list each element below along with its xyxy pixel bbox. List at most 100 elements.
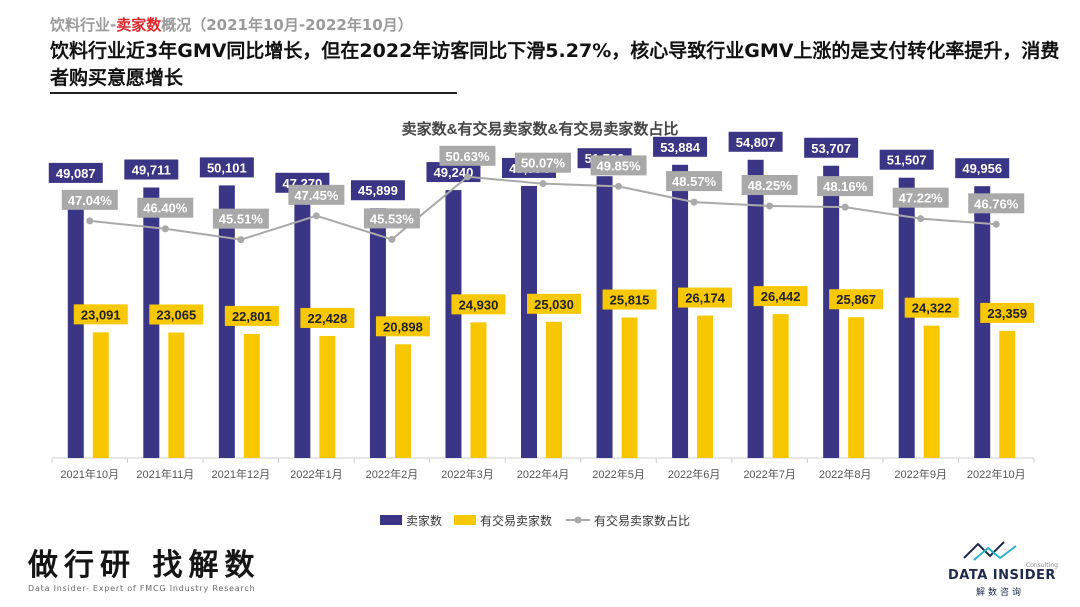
ratio-value-label-bg bbox=[212, 208, 269, 229]
trading-seller-bar bbox=[546, 321, 562, 458]
trading-value-label: 20,898 bbox=[383, 319, 423, 334]
ratio-point bbox=[539, 180, 547, 188]
trading-value-label-bg bbox=[602, 289, 657, 310]
ratio-value-label: 47.45% bbox=[294, 188, 339, 203]
ratio-value-label-bg bbox=[61, 189, 118, 210]
trading-value-label: 24,322 bbox=[912, 301, 952, 316]
legend-ratio-label: 有交易卖家数占比 bbox=[594, 513, 690, 528]
seller-bar bbox=[294, 200, 311, 458]
ratio-value-label: 47.22% bbox=[899, 191, 944, 206]
trading-value-label-bg bbox=[753, 286, 808, 307]
subtitle-accent: 卖家数 bbox=[116, 16, 162, 34]
x-tick-label: 2021年11月 bbox=[136, 467, 194, 481]
ratio-value-label-bg bbox=[363, 208, 420, 229]
trading-value-label: 22,801 bbox=[232, 309, 272, 324]
trading-value-label-bg bbox=[224, 305, 279, 326]
seller-value-label: 45,899 bbox=[358, 183, 398, 198]
ratio-value-label-bg bbox=[666, 171, 723, 192]
ratio-value-label: 48.57% bbox=[672, 174, 717, 189]
ratio-value-label: 48.25% bbox=[748, 178, 793, 193]
seller-value-label: 49,087 bbox=[56, 166, 96, 181]
seller-value-label-bg bbox=[728, 131, 783, 152]
ratio-value-label-bg bbox=[439, 145, 496, 166]
seller-value-label: 53,707 bbox=[811, 141, 851, 156]
seller-value-label-bg bbox=[653, 136, 708, 157]
footer-tagline: Data Insider- Expert of FMCG Industry Re… bbox=[28, 584, 256, 593]
x-tick-label: 2021年10月 bbox=[60, 467, 119, 481]
ratio-point bbox=[917, 215, 925, 223]
ratio-value-label: 45.51% bbox=[219, 212, 264, 227]
seller-value-label-bg bbox=[199, 157, 254, 178]
trading-value-label: 25,815 bbox=[610, 293, 650, 308]
trading-value-label-bg bbox=[904, 297, 959, 318]
legend-seller-swatch bbox=[380, 515, 402, 525]
x-tick-label: 2022年3月 bbox=[441, 467, 494, 481]
seller-value-label: 49,240 bbox=[434, 165, 474, 180]
seller-bar bbox=[67, 190, 84, 458]
subtitle-suffix: 概况（2021年10月-2022年10月） bbox=[161, 16, 413, 34]
seller-value-label-bg bbox=[804, 137, 859, 158]
legend-trading-swatch bbox=[454, 515, 476, 525]
legend-seller-label: 卖家数 bbox=[406, 513, 442, 528]
ratio-value-label: 46.76% bbox=[974, 196, 1019, 211]
seller-bar bbox=[596, 176, 613, 458]
seller-value-label-bg bbox=[124, 159, 179, 180]
legend-trading-label: 有交易卖家数 bbox=[480, 513, 552, 528]
seller-value-label: 49,956 bbox=[962, 161, 1002, 176]
seller-bar bbox=[445, 190, 462, 459]
trading-value-label-bg bbox=[375, 316, 430, 337]
trading-value-label-bg bbox=[149, 304, 204, 325]
ratio-value-label-bg bbox=[968, 193, 1025, 214]
x-tick-label: 2022年10月 bbox=[967, 467, 1026, 481]
seller-bar bbox=[672, 164, 689, 458]
x-tick-label: 2022年9月 bbox=[894, 467, 947, 481]
ratio-point bbox=[992, 220, 1000, 228]
ratio-point bbox=[766, 202, 774, 210]
ratio-value-label: 48.16% bbox=[823, 179, 868, 194]
trading-seller-bar bbox=[92, 332, 109, 458]
x-tick-label: 2022年1月 bbox=[290, 467, 343, 481]
logo-name: DATA INSIDER bbox=[948, 568, 1056, 583]
seller-value-label: 53,884 bbox=[660, 140, 701, 155]
ratio-value-label-bg bbox=[741, 175, 798, 196]
seller-value-label-bg bbox=[879, 149, 934, 170]
trading-value-label-bg bbox=[829, 289, 884, 310]
headline-underline bbox=[50, 92, 457, 94]
seller-bar bbox=[747, 159, 764, 458]
trading-value-label: 24,930 bbox=[459, 297, 499, 312]
trading-value-label: 25,030 bbox=[534, 297, 574, 312]
seller-value-label: 54,807 bbox=[736, 135, 776, 150]
trading-value-label: 26,174 bbox=[685, 291, 726, 306]
x-tick-label: 2022年2月 bbox=[366, 467, 419, 481]
ratio-point bbox=[463, 173, 471, 181]
trading-seller-bar bbox=[621, 317, 638, 458]
ratio-value-label-bg bbox=[817, 176, 874, 197]
ratio-point bbox=[690, 198, 698, 206]
ratio-value-label-bg bbox=[288, 184, 345, 205]
ratio-value-label-bg bbox=[590, 155, 647, 176]
ratio-value-label: 49.85% bbox=[596, 158, 641, 173]
trading-value-label-bg bbox=[73, 304, 128, 325]
x-tick-label: 2022年5月 bbox=[592, 467, 645, 481]
trading-value-label-bg bbox=[451, 294, 506, 315]
ratio-value-label: 50.63% bbox=[445, 149, 490, 164]
page-headline: 饮料行业近3年GMV同比增长，但在2022年访客同比下滑5.27%，核心导致行业… bbox=[50, 40, 1060, 89]
x-tick-label: 2021年12月 bbox=[211, 467, 270, 481]
trading-value-label-bg bbox=[527, 293, 581, 314]
trading-seller-bar bbox=[319, 335, 336, 458]
seller-value-label: 49,711 bbox=[132, 163, 171, 178]
ratio-value-label-bg bbox=[515, 152, 571, 173]
ratio-point bbox=[237, 236, 245, 244]
ratio-point bbox=[841, 203, 849, 211]
ratio-point bbox=[161, 225, 169, 233]
trading-seller-bar bbox=[772, 314, 789, 458]
page-subtitle: 饮料行业-卖家数概况（2021年10月-2022年10月） bbox=[50, 14, 413, 35]
trading-value-label: 23,359 bbox=[987, 306, 1027, 321]
trading-value-label-bg bbox=[980, 302, 1035, 323]
ratio-value-label: 50.07% bbox=[521, 156, 566, 171]
seller-bar bbox=[521, 185, 537, 458]
ratio-point bbox=[86, 217, 94, 225]
trading-value-label: 23,091 bbox=[81, 307, 121, 322]
ratio-value-label: 47.04% bbox=[68, 193, 113, 208]
